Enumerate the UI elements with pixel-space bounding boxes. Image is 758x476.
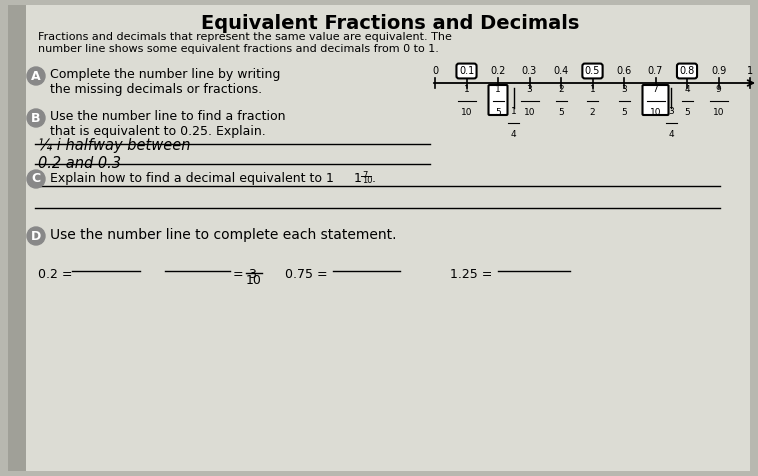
FancyBboxPatch shape [643,85,669,115]
Text: D: D [31,229,41,242]
Text: 0.2 and 0.3: 0.2 and 0.3 [38,156,121,171]
Text: 0.1: 0.1 [459,66,474,76]
Text: 1.25 =: 1.25 = [450,268,496,281]
Text: 2: 2 [558,85,564,94]
Text: 0.2 =: 0.2 = [38,268,77,281]
Text: 10: 10 [713,108,724,117]
Text: 0.9: 0.9 [711,66,726,76]
FancyBboxPatch shape [8,5,750,471]
Text: 10: 10 [362,176,372,185]
Text: A: A [31,69,41,82]
Text: 1: 1 [590,85,595,94]
Text: ¼ i halfway between: ¼ i halfway between [38,138,190,153]
Text: B: B [31,111,41,125]
Text: 0.75 =: 0.75 = [285,268,332,281]
Text: 5: 5 [558,108,564,117]
Text: 5: 5 [621,108,627,117]
Circle shape [27,227,45,245]
FancyBboxPatch shape [8,5,26,471]
Text: Equivalent Fractions and Decimals: Equivalent Fractions and Decimals [201,14,579,33]
Text: 3: 3 [527,85,532,94]
Text: 0.7: 0.7 [648,66,663,76]
Text: .: . [372,172,376,185]
Text: 3: 3 [621,85,627,94]
Text: 4: 4 [669,130,674,139]
Text: C: C [31,172,41,186]
Text: 4: 4 [684,85,690,94]
Text: 1: 1 [747,66,753,76]
Circle shape [27,170,45,188]
Text: 7: 7 [653,85,659,94]
Text: Use the number line to complete each statement.: Use the number line to complete each sta… [50,228,396,242]
Text: 0.3: 0.3 [522,66,537,76]
Text: Explain how to find a decimal equivalent to 1: Explain how to find a decimal equivalent… [50,172,334,185]
Text: 0.5: 0.5 [585,66,600,76]
Text: 1: 1 [354,172,362,185]
Text: 1: 1 [511,107,517,116]
Text: 5: 5 [495,108,501,117]
Text: Use the number line to find a fraction
that is equivalent to 0.25. Explain.: Use the number line to find a fraction t… [50,110,286,138]
Text: 7: 7 [362,171,368,180]
Text: 10: 10 [461,108,472,117]
Text: 2: 2 [590,108,595,117]
Text: 1: 1 [464,85,469,94]
Text: Complete the number line by writing
the missing decimals or fractions.: Complete the number line by writing the … [50,68,280,96]
Text: 0.2: 0.2 [490,66,506,76]
Text: 0.8: 0.8 [679,66,694,76]
Text: 0.6: 0.6 [616,66,631,76]
Text: 5: 5 [684,108,690,117]
Text: 4: 4 [511,130,516,139]
Text: 3: 3 [669,107,674,116]
Text: 9: 9 [716,85,722,94]
Text: 10: 10 [524,108,535,117]
Text: =: = [233,268,243,281]
Text: 10: 10 [246,274,262,287]
Circle shape [27,67,45,85]
Text: 0.4: 0.4 [553,66,568,76]
Text: 0: 0 [432,66,438,76]
Text: 10: 10 [650,108,661,117]
Text: 1: 1 [495,85,501,94]
Text: 3: 3 [248,268,256,281]
Text: Fractions and decimals that represent the same value are equivalent. The
number : Fractions and decimals that represent th… [38,32,452,54]
Circle shape [27,109,45,127]
FancyBboxPatch shape [488,85,508,115]
